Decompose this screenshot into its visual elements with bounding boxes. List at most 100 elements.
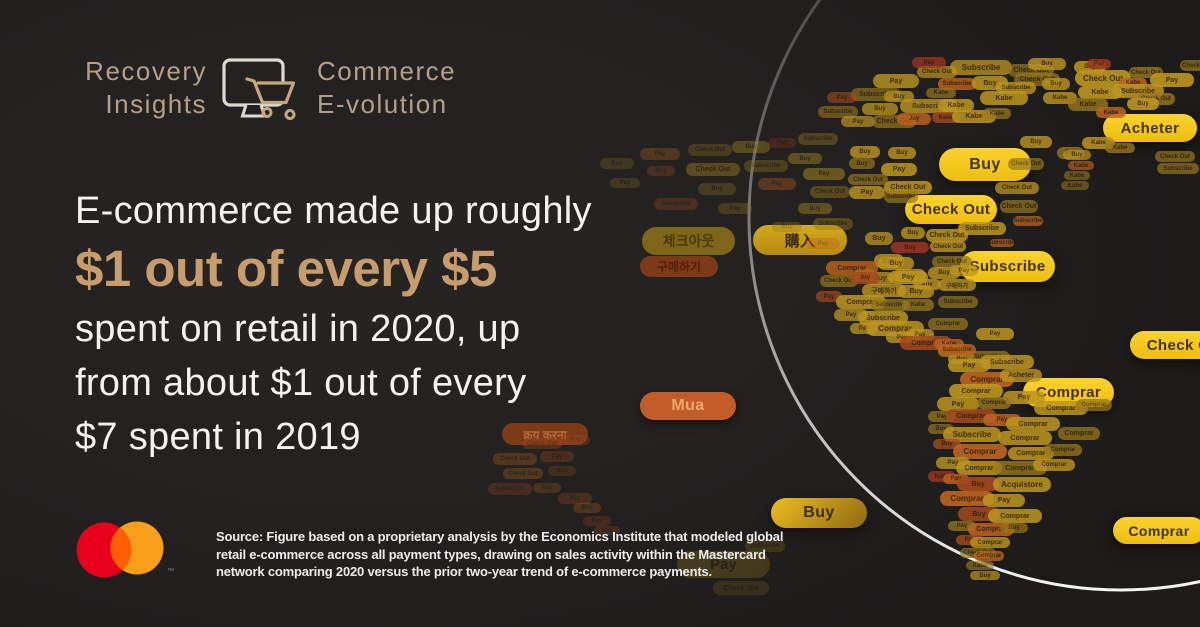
map-pill: Buy xyxy=(884,91,914,102)
map-pill: 구매하기 xyxy=(938,279,976,291)
map-pill: Pay xyxy=(803,168,845,180)
map-pill: Buy xyxy=(970,571,1000,580)
headline-line-4: from about $1 out of every xyxy=(75,362,527,404)
map-pill: Comprar xyxy=(1008,447,1054,460)
brand-lockup: Recovery Insights Commerce E-volution xyxy=(85,54,456,122)
map-pill: Kabe xyxy=(1068,161,1094,170)
map-pill: Kabe xyxy=(983,108,1011,119)
map-pill: Comprar xyxy=(940,491,994,506)
map-pill: Subscribe xyxy=(654,198,698,210)
map-pill: Pay xyxy=(849,186,885,199)
map-pill: Buy xyxy=(901,227,925,239)
map-pill: Subscribe xyxy=(980,355,1034,369)
map-pill: Check Out xyxy=(1130,331,1200,359)
map-pill: Kabe xyxy=(1119,78,1147,88)
trademark-symbol: ™ xyxy=(167,568,174,575)
map-pill: Kabe xyxy=(928,471,956,482)
map-pill: Buy xyxy=(865,232,893,245)
map-pill: 구매하기 xyxy=(640,256,718,277)
map-pill: Subscribe xyxy=(996,82,1036,94)
map-pill: Comprar xyxy=(988,509,1042,523)
brand-line: Commerce xyxy=(317,56,457,86)
map-pill: Pay xyxy=(768,138,796,148)
map-pill: Pay xyxy=(873,74,919,88)
map-pill: Buy xyxy=(647,166,675,176)
map-pill: Subscribe xyxy=(938,296,978,308)
map-pill: Check Out xyxy=(905,195,997,224)
map-pill: Subscribe xyxy=(798,133,838,145)
headline-line-3: spent on retail in 2020, up xyxy=(75,308,521,350)
map-pill: Buy xyxy=(772,222,802,232)
brand-line: E-volution xyxy=(317,89,448,119)
map-pill: Comprar xyxy=(1076,399,1112,411)
map-pill: Buy xyxy=(862,103,898,115)
map-pill: Subscribe xyxy=(744,160,788,172)
map-pill: Comprar xyxy=(998,431,1052,445)
map-pill: क्रय करना xyxy=(502,423,588,445)
map-pill: Kabe xyxy=(1078,86,1122,99)
source-note: Source: Figure based on a proprietary an… xyxy=(216,528,783,581)
map-pill: Check Out xyxy=(1180,60,1200,71)
map-pill: Pay xyxy=(906,329,934,340)
map-pill: Kabe xyxy=(1061,181,1089,190)
map-pill: Kabe xyxy=(966,561,994,570)
map-pill: Buy xyxy=(600,158,634,169)
map-pill: Check Out xyxy=(1075,70,1131,86)
map-pill: Pay xyxy=(827,92,857,103)
map-pill: Acheter xyxy=(1000,369,1042,382)
map-pill: Buy xyxy=(957,477,999,491)
map-pill: Buy xyxy=(1028,58,1066,70)
map-pill: Pay xyxy=(1150,73,1194,87)
map-pill: Pay xyxy=(540,451,574,462)
map-pill: Check Out xyxy=(713,581,769,595)
map-pill: Subscribe xyxy=(958,222,1006,235)
map-pill: Pay xyxy=(718,203,752,214)
map-pill: Buy xyxy=(1020,136,1052,148)
source-line: network comparing 2020 versus the prior … xyxy=(216,564,712,579)
map-pill: Pay xyxy=(558,493,592,504)
map-pill: Comprar xyxy=(1006,417,1060,431)
mastercard-logo: ™ xyxy=(76,521,174,578)
map-pill: Comprar xyxy=(1113,517,1200,544)
map-pill: Buy xyxy=(1000,523,1028,533)
map-pill: Buy xyxy=(888,147,916,159)
map-pill: Check Out xyxy=(820,275,858,287)
map-pill: Pay xyxy=(834,309,868,321)
map-pill: Comprar xyxy=(1033,459,1075,471)
map-pill: Buy xyxy=(913,279,941,290)
map-pill: Check Out xyxy=(1000,200,1038,213)
map-pill: Comprar xyxy=(949,384,1003,398)
map-pill: Pay xyxy=(937,397,979,411)
map-pill: Buy xyxy=(1042,78,1070,90)
map-pill: Subscribe xyxy=(960,251,1055,282)
map-pill: Kabe xyxy=(926,88,956,98)
map-pill: Subscribe xyxy=(1157,163,1199,174)
map-pill: Kabe xyxy=(980,91,1028,105)
map-pill: Pay xyxy=(943,474,969,484)
monitor-cart-icon xyxy=(222,58,296,120)
headline: E-commerce made up roughly $1 out of eve… xyxy=(75,186,735,464)
map-pill: Buy xyxy=(1127,98,1159,110)
map-pill: Subscribe xyxy=(818,106,858,118)
map-pill: Pay xyxy=(948,521,976,531)
map-pill: Juy xyxy=(897,113,931,125)
map-pill: Comprar xyxy=(1034,401,1088,415)
map-pill: Buy xyxy=(898,285,934,298)
map-pill: Subscribe xyxy=(1013,216,1043,226)
map-pill: Check Out xyxy=(1155,151,1195,162)
brand-line: Insights xyxy=(105,89,207,119)
map-pill: Subscribe xyxy=(488,483,532,495)
map-pill: Buy xyxy=(560,435,590,445)
map-pill: Subscribe xyxy=(884,191,918,203)
map-pill: Check Out xyxy=(848,174,888,185)
map-pill: Buy xyxy=(933,439,961,449)
map-pill: Kabe xyxy=(902,299,934,311)
map-pill: Subscribe xyxy=(813,218,853,230)
map-pill: Check Out xyxy=(884,181,932,194)
map-pill: Pay xyxy=(758,178,796,190)
map-pill: Check Out xyxy=(686,163,740,176)
brand-line: Recovery xyxy=(85,56,207,86)
map-pill: Pay xyxy=(950,265,978,276)
